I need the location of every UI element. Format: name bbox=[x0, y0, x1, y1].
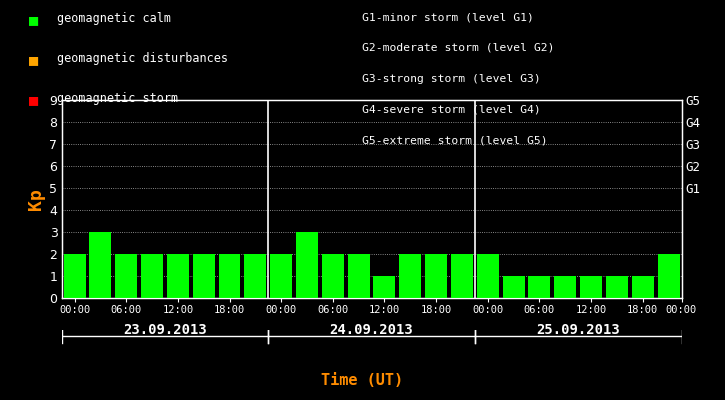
Bar bbox=[218, 254, 241, 298]
Bar bbox=[89, 232, 112, 298]
Bar bbox=[451, 254, 473, 298]
Bar bbox=[477, 254, 499, 298]
Bar bbox=[348, 254, 370, 298]
Text: G4-severe storm (level G4): G4-severe storm (level G4) bbox=[362, 104, 542, 114]
Text: G5-extreme storm (level G5): G5-extreme storm (level G5) bbox=[362, 135, 548, 145]
Bar bbox=[555, 276, 576, 298]
Text: G2-moderate storm (level G2): G2-moderate storm (level G2) bbox=[362, 43, 555, 53]
Text: 23.09.2013: 23.09.2013 bbox=[123, 323, 207, 337]
Text: geomagnetic calm: geomagnetic calm bbox=[57, 12, 170, 25]
Bar bbox=[193, 254, 215, 298]
Bar bbox=[270, 254, 292, 298]
Text: ■: ■ bbox=[29, 52, 38, 67]
Bar bbox=[64, 254, 86, 298]
Bar bbox=[373, 276, 395, 298]
Bar bbox=[529, 276, 550, 298]
Bar bbox=[167, 254, 188, 298]
Bar bbox=[322, 254, 344, 298]
Bar bbox=[115, 254, 137, 298]
Text: geomagnetic storm: geomagnetic storm bbox=[57, 92, 178, 105]
Bar bbox=[658, 254, 679, 298]
Text: 25.09.2013: 25.09.2013 bbox=[536, 323, 620, 337]
Bar bbox=[502, 276, 525, 298]
Bar bbox=[631, 276, 654, 298]
Bar bbox=[425, 254, 447, 298]
Text: 24.09.2013: 24.09.2013 bbox=[330, 323, 413, 337]
Text: G1-minor storm (level G1): G1-minor storm (level G1) bbox=[362, 12, 534, 22]
Text: G3-strong storm (level G3): G3-strong storm (level G3) bbox=[362, 74, 542, 84]
Text: ■: ■ bbox=[29, 92, 38, 107]
Bar bbox=[399, 254, 421, 298]
Bar bbox=[606, 276, 628, 298]
Bar bbox=[580, 276, 602, 298]
Text: geomagnetic disturbances: geomagnetic disturbances bbox=[57, 52, 228, 65]
Text: ■: ■ bbox=[29, 12, 38, 27]
Bar bbox=[296, 232, 318, 298]
Bar bbox=[141, 254, 163, 298]
Y-axis label: Kp: Kp bbox=[28, 188, 45, 210]
Text: Time (UT): Time (UT) bbox=[321, 373, 404, 388]
Bar bbox=[244, 254, 266, 298]
